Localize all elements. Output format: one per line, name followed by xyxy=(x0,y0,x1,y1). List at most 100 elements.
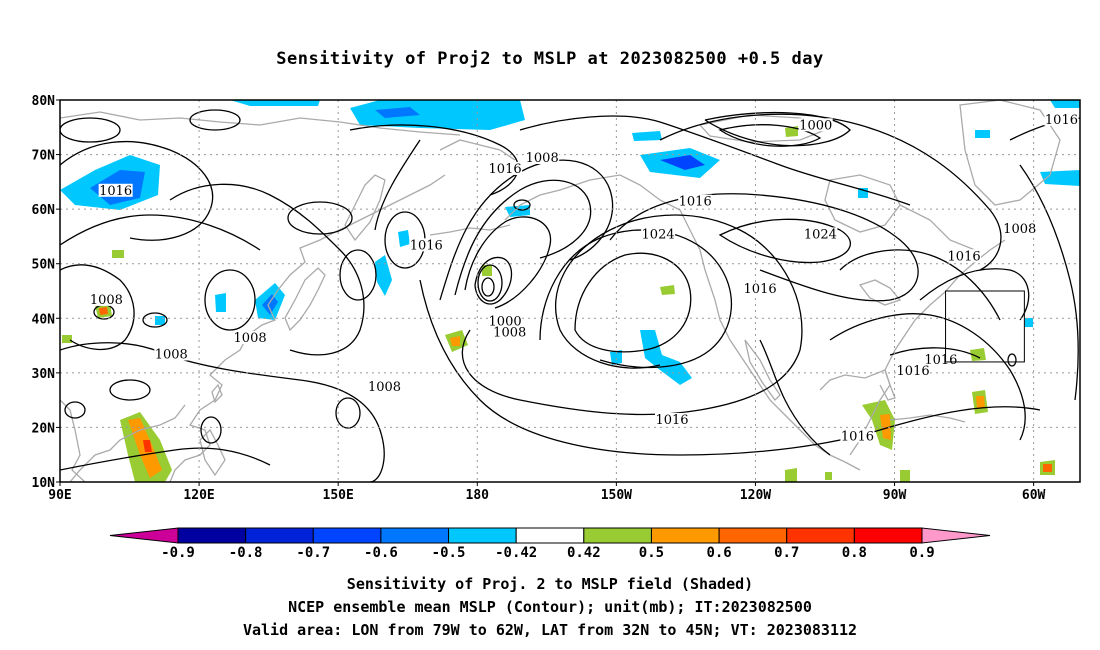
colorbar xyxy=(109,527,991,544)
colorbar-label: 0.42 xyxy=(567,545,601,561)
contour-cell xyxy=(335,397,361,429)
colorbar-label: 0.7 xyxy=(774,545,799,561)
shade-blue-11 xyxy=(398,230,410,247)
contour-label: 1016 xyxy=(489,162,522,177)
contour-cell xyxy=(60,117,121,143)
shade-red-1 xyxy=(143,440,152,452)
caption-contour: NCEP ensemble mean MSLP (Contour); unit(… xyxy=(288,598,812,616)
contour-line xyxy=(169,183,365,356)
colorbar-label: -0.42 xyxy=(495,545,537,561)
contour-label: 1000 xyxy=(799,118,832,133)
contour-label-bg xyxy=(678,194,713,208)
colorbar-label: -0.5 xyxy=(432,545,466,561)
coast-chukotka xyxy=(439,139,516,161)
lon-tick-label: 90W xyxy=(883,488,907,503)
shade-blue-19 xyxy=(975,130,990,138)
colorbar-swatch xyxy=(448,527,517,544)
contour-label-bg xyxy=(492,325,527,339)
contour-line xyxy=(1019,164,1079,401)
contour-line xyxy=(519,115,911,206)
mslp-contours xyxy=(60,109,1080,482)
colorbar-label: 0.9 xyxy=(909,545,934,561)
shade-orange-4 xyxy=(880,414,891,440)
contour-label-bg xyxy=(154,347,189,361)
lat-tick-label: 60N xyxy=(32,203,56,218)
lat-tick-label: 20N xyxy=(32,421,56,436)
contour-label: 1008 xyxy=(1003,222,1036,237)
colorbar-high-extend xyxy=(921,527,991,544)
coast-greatlakes xyxy=(858,279,902,306)
map-title: Sensitivity of Proj2 to MSLP at 20230825… xyxy=(276,49,824,69)
coast-siberia xyxy=(60,111,461,136)
lat-tick-label: 40N xyxy=(32,312,56,327)
contour-cell xyxy=(287,201,353,235)
colorbar-swatch xyxy=(312,527,382,544)
contour-label: 1008 xyxy=(368,380,401,395)
shade-green-8 xyxy=(785,126,798,137)
lon-tick-label: 120E xyxy=(183,488,214,503)
contour-line xyxy=(839,249,1001,321)
contour-label: 1008 xyxy=(493,326,526,341)
coast-florida xyxy=(879,369,896,401)
contour-line xyxy=(349,124,519,196)
contour-line xyxy=(704,111,851,147)
lat-tick-label: 30N xyxy=(32,367,56,382)
contour-label-bg xyxy=(233,331,268,345)
colorbar-swatch xyxy=(718,527,788,544)
contour-label-bg xyxy=(641,227,676,241)
contour-label: 1008 xyxy=(155,347,188,362)
contour-label-bg xyxy=(1002,221,1037,235)
lon-tick-label: 60W xyxy=(1022,488,1046,503)
coast-alaska xyxy=(504,174,861,471)
contour-label: 1008 xyxy=(234,331,267,346)
contour-label: 1016 xyxy=(99,184,132,199)
shade-orange-3 xyxy=(99,307,108,315)
colorbar-swatch xyxy=(786,527,855,544)
contour-line xyxy=(718,218,852,264)
contour-line xyxy=(539,229,733,368)
coast-hudson xyxy=(824,174,901,233)
shade-green-13 xyxy=(785,468,797,482)
shade-blue-14 xyxy=(215,293,226,312)
lat-tick-label: 70N xyxy=(32,149,56,164)
contour-label-bg xyxy=(947,249,982,263)
colorbar-label: 0.8 xyxy=(842,545,867,561)
contour-label: 1008 xyxy=(90,293,123,308)
contour-label-bg xyxy=(743,282,778,295)
shade-green-14 xyxy=(900,470,910,482)
contour-line xyxy=(454,179,592,296)
contour-line xyxy=(60,214,261,251)
contour-label-bg xyxy=(798,118,833,132)
contour-cell xyxy=(142,312,168,328)
contour-label: 1024 xyxy=(804,227,837,242)
contour-label: 1016 xyxy=(924,353,957,368)
shade-blue-22 xyxy=(1050,100,1080,108)
contour-label: 1016 xyxy=(948,249,981,264)
lon-tick-label: 150W xyxy=(601,488,632,503)
colorbar-label: -0.6 xyxy=(364,545,398,561)
contour-line xyxy=(889,347,981,359)
contour-label-bg xyxy=(896,363,931,377)
shade-blue-8 xyxy=(632,131,662,141)
contour-label-bg xyxy=(525,151,560,165)
contour-label-bg xyxy=(655,412,689,426)
contour-label: 1016 xyxy=(655,413,688,428)
shade-green-4 xyxy=(112,250,124,258)
contour-label-bg xyxy=(488,161,523,175)
contour-label: 1016 xyxy=(897,364,930,379)
low-center xyxy=(513,199,531,211)
colorbar-labels: -0.9 -0.8 -0.7 -0.6 -0.5 -0.42 0.42 0.5 0.6 0.7 0.… xyxy=(161,545,935,561)
sensitivity-shading xyxy=(60,100,1080,482)
latitude-labels: 80N 70N 60N 50N 40N 30N 20N 10N xyxy=(32,94,60,491)
contour-label-bg xyxy=(98,183,133,197)
shade-blue-13 xyxy=(262,294,278,315)
contour-label: 1016 xyxy=(744,282,777,297)
colorbar-swatch xyxy=(380,527,450,544)
colorbar-swatch xyxy=(515,527,585,544)
coast-baja xyxy=(744,339,781,401)
low-center xyxy=(477,264,503,302)
colorbar-label: -0.7 xyxy=(296,545,330,561)
colorbar-label: 0.6 xyxy=(706,545,731,561)
contour-line xyxy=(919,268,1030,321)
